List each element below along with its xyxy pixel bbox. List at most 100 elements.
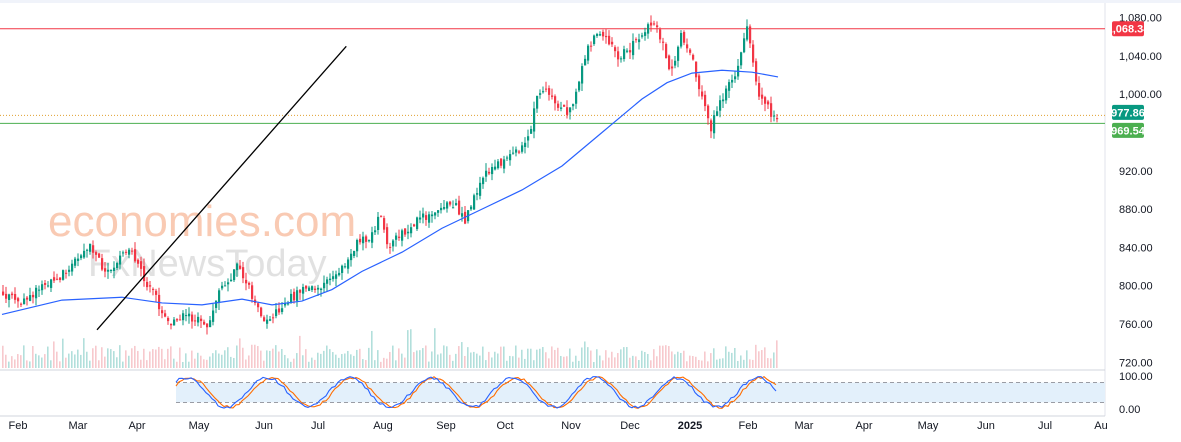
candle-body [200,318,203,322]
volume-bar [17,354,19,368]
candle-body [539,93,542,95]
candle-body [614,47,617,52]
candle-body [524,142,527,147]
volume-bar [716,359,718,368]
candle-body [695,61,698,78]
candle-body [563,104,566,107]
time-tick-label: Jun [255,420,273,432]
volume-bar [152,349,154,368]
volume-bar [623,347,625,368]
volume-bar [509,355,511,368]
volume-bar [248,355,250,368]
candle-body [644,32,647,36]
candle-body [56,278,59,280]
volume-bar [20,355,22,368]
candle-body [677,46,680,61]
candle-body [332,276,335,280]
volume-bar [416,350,418,368]
price-tick-label: 800.00 [1119,281,1153,293]
candle-body [434,212,437,216]
volume-bar [482,346,484,368]
volume-bar [530,348,532,368]
volume-bar [473,351,475,368]
candle-body [590,45,593,47]
volume-bar [440,353,442,368]
volume-bar [131,348,133,368]
candle-body [749,26,752,44]
candle-body [29,295,32,301]
volume-bar [311,357,313,368]
volume-bar [332,352,334,368]
volume-bar [608,357,610,368]
candle-body [530,128,533,134]
candle-body [152,288,155,290]
candle-body [659,29,662,40]
candle-body [362,236,365,244]
volume-bar [275,345,277,368]
candle-body [479,182,482,196]
trendline[interactable] [96,45,347,331]
time-tick-label: 2025 [678,420,702,432]
volume-bar [233,358,235,368]
volume-bar [161,348,163,368]
oscillator-band [176,382,1105,403]
volume-bar [545,352,547,368]
volume-bar [119,345,121,368]
candle-body [164,313,167,317]
volume-bar [710,353,712,368]
candle-body [314,288,317,290]
candle-body [50,279,53,288]
candle-body [671,66,674,69]
volume-bar [350,354,352,368]
volume-bar [239,338,241,368]
candle-body [371,232,374,243]
price-tick-label: 840.00 [1119,242,1153,254]
candle-body [605,35,608,38]
candle-body [494,166,497,170]
candle-body [569,107,572,113]
volume-bar [83,338,85,368]
candle-body [176,319,179,321]
volume-bar [689,355,691,368]
volume-bar [65,357,67,368]
volume-bar [389,351,391,368]
candle-body [317,287,320,290]
candle-body [728,82,731,91]
candle-body [572,104,575,107]
volume-bar [155,349,157,368]
volume-bar [503,346,505,368]
volume-bar [113,351,115,368]
volume-bar [26,360,28,368]
candle-body [455,203,458,206]
candle-body [347,259,350,269]
candle-body [773,115,776,117]
candle-body [170,323,173,326]
candle-body [734,76,737,80]
time-axis: Feb Mar Apr May Jun Jul Aug Sep Oct Nov Dec 2025 Feb… [9,420,1108,432]
volume-bar [242,347,244,368]
price-tick-label: 880.00 [1119,204,1153,216]
candle-body [731,79,734,83]
candle-body [710,120,713,132]
candle-body [209,320,212,328]
volume-bar [323,350,325,368]
volume-bar [620,349,622,368]
candle-body [191,314,194,322]
volume-bar [29,361,31,368]
volume-bar [86,351,88,368]
volume-bar [146,360,148,368]
candle-body [155,290,158,295]
candle-body [449,201,452,205]
candle-body [197,316,200,323]
candle-body [518,151,521,153]
volume-bar [59,361,61,368]
candle-body [128,249,131,255]
volume-bar [734,347,736,368]
volume-bar [386,358,388,368]
volume-bar [290,361,292,368]
candle-body [617,51,620,60]
candle-body [707,105,710,119]
volume-bar [581,347,583,368]
candle-body [98,253,101,258]
